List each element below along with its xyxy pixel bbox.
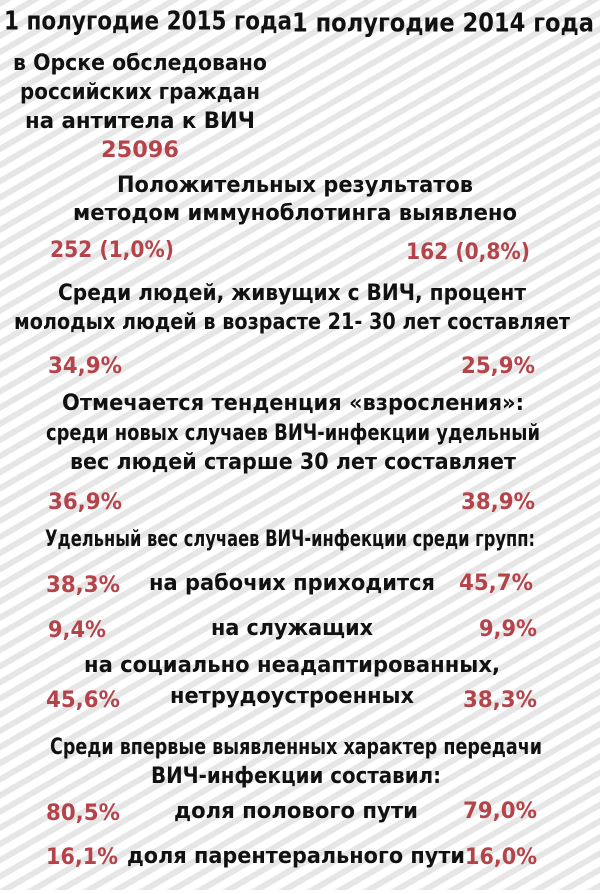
value-right: 38,9% xyxy=(461,490,535,515)
text-line: Положительных результатов xyxy=(117,173,473,198)
header-right: 1 полугодие 2014 года xyxy=(292,9,594,39)
text-line: на социально неадаптированных, xyxy=(84,653,500,678)
text-line: в Орске обследовано xyxy=(13,51,267,76)
value-right: 16,0% xyxy=(465,845,537,870)
text-line: методом иммуноблотинга выявлено xyxy=(73,201,517,226)
value-left: 9,4% xyxy=(48,618,106,643)
value-right: 25,9% xyxy=(461,354,535,379)
text-line: ВИЧ-инфекции составил: xyxy=(151,764,441,789)
text-line: среди новых случаев ВИЧ-инфекции удельны… xyxy=(46,421,540,446)
value-left: 16,1% xyxy=(46,845,118,870)
value-left: 36,9% xyxy=(48,490,122,515)
text-line: молодых людей в возрасте 21- 30 лет сост… xyxy=(14,310,570,335)
value-right: 45,7% xyxy=(459,571,533,596)
value-left: 34,9% xyxy=(48,354,122,379)
text-line: вес людей старше 30 лет составляет xyxy=(70,450,516,475)
text-line: Удельный вес случаев ВИЧ-инфекции среди … xyxy=(45,527,535,552)
text-line: Отмечается тенденция «взросления»: xyxy=(62,391,524,416)
header-left: 1 полугодие 2015 года xyxy=(4,7,292,37)
value-left: 38,3% xyxy=(46,573,120,598)
text-line: Среди впервые выявленных характер переда… xyxy=(50,735,542,760)
text-line: на рабочих приходится xyxy=(149,571,435,596)
value-left: 252 (1,0%) xyxy=(50,238,174,263)
text-line: на антитела к ВИЧ xyxy=(25,109,255,134)
text-line: нетрудоустроенных xyxy=(170,684,414,709)
value-right: 9,9% xyxy=(479,617,537,642)
value-right: 162 (0,8%) xyxy=(406,240,530,265)
value-right: 79,0% xyxy=(463,799,537,824)
text-line: российских граждан xyxy=(20,80,260,105)
value-right: 38,3% xyxy=(463,688,537,713)
text-line: доля полового пути xyxy=(174,799,418,824)
value: 25096 xyxy=(101,138,179,163)
value-left: 45,6% xyxy=(46,688,120,713)
value-left: 80,5% xyxy=(46,801,120,826)
text-line: доля парентерального пути xyxy=(127,844,465,869)
text-line: Среди людей, живущих с ВИЧ, процент xyxy=(58,281,526,306)
text-line: на служащих xyxy=(211,616,373,641)
